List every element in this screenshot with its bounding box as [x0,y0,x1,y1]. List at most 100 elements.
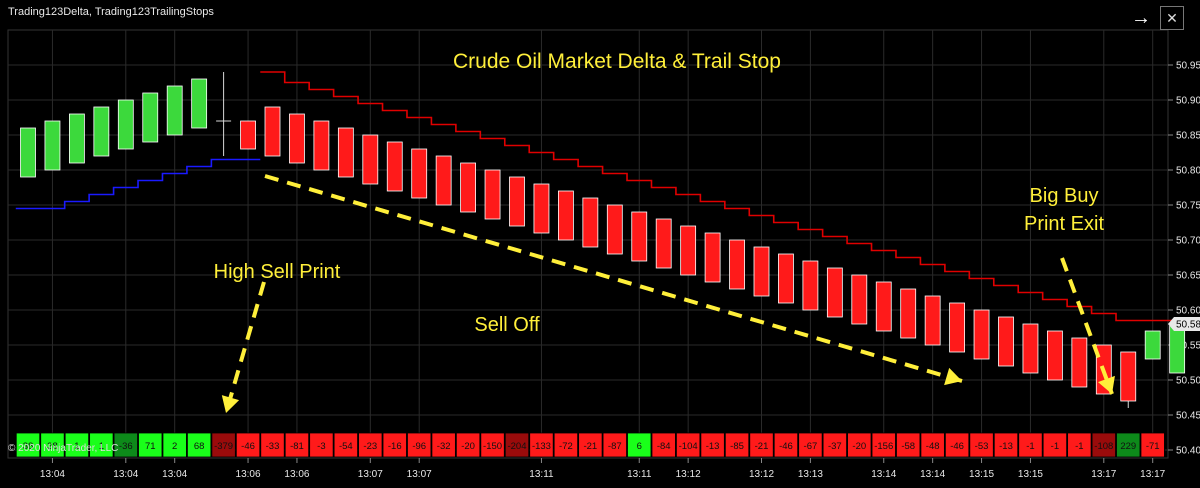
y-tick-label: 50.60 [1176,306,1200,317]
delta-cell [749,432,774,458]
delta-cell [1067,432,1092,458]
arrow-sell-off-head [944,367,962,386]
trail-stop-short-line [260,71,1190,322]
candle-down [435,155,452,206]
x-tick-label: 13:11 [627,469,652,480]
delta-value: -84 [657,441,671,452]
delta-value: -85 [730,441,744,452]
candle-up [142,92,159,143]
candle-down [704,232,721,283]
delta-value: -37 [828,441,842,452]
delta-value: -1 [1051,441,1059,452]
arrow-right-icon[interactable]: → [1131,7,1151,29]
delta-value: -33 [266,441,280,452]
delta-value: -21 [583,441,597,452]
delta-cell [187,432,212,458]
delta-value: 38 [23,441,34,452]
candle-down [778,253,794,304]
candle-down [509,176,525,227]
delta-cell [1091,432,1116,458]
candle-down [362,134,379,185]
delta-value: -81 [290,441,304,452]
plot-frame [7,29,1169,459]
candle-up [191,78,208,129]
delta-value: -32 [437,441,451,452]
x-tick-label: 13:13 [798,469,823,480]
arrow-big-buy [1060,257,1114,395]
candle-down [606,204,623,255]
candle-down [949,302,965,353]
delta-value: 2 [172,441,177,452]
arrow-big-buy-head [1098,375,1115,394]
candle-up [1169,323,1186,374]
delta-cell [920,432,945,458]
delta-cell [1116,432,1141,458]
delta-cell [651,432,676,458]
candle-down [655,218,672,269]
delta-cell [260,432,285,458]
delta-value: -36 [119,441,133,452]
delta-cell [896,432,921,458]
y-tick-label: 50.65 [1176,271,1200,282]
x-tick-label: 13:07 [358,469,383,480]
delta-cell [309,432,334,458]
candle-down [240,120,256,150]
delta-value: -46 [241,441,255,452]
delta-value: -67 [804,441,818,452]
x-tick-label: 13:11 [529,469,554,480]
delta-cell [211,432,236,458]
delta-cell [407,432,432,458]
delta-value: -108 [1094,441,1113,452]
x-tick-label: 13:17 [1091,469,1116,480]
annotation-label: Sell Off [474,314,540,336]
delta-value: -46 [950,441,964,452]
x-tick-label: 13:06 [284,469,309,480]
delta-cell [773,432,799,458]
delta-value: -54 [339,441,353,452]
y-tick-label: 50.80 [1176,166,1200,177]
x-tick-label: 13:12 [749,469,774,480]
delta-value: 1 [74,441,79,452]
candle-down [289,113,305,164]
delta-cell [529,432,554,458]
delta-value: -133 [532,441,551,452]
delta-value: -23 [363,441,377,452]
candle-up [44,120,61,171]
candle-down [582,197,599,248]
candle-down [460,162,477,213]
x-tick-label: 13:12 [676,469,701,480]
delta-cell [676,432,701,458]
candle-down [973,309,990,360]
delta-value: 1 [99,441,104,452]
delta-cell [113,432,138,458]
y-tick-label: 50.95 [1176,61,1200,72]
candle-down [680,225,697,276]
candle-down [337,127,354,178]
delta-cell [504,432,530,458]
trail-stop-long-line [15,158,261,210]
candle-up [117,99,134,150]
candle-down [729,239,745,290]
x-tick-label: 13:15 [969,469,994,480]
candle-down [484,169,501,220]
delta-cell [235,432,261,458]
y-tick-label: 50.70 [1176,236,1200,247]
delta-value: -1 [1075,441,1083,452]
candle-down [411,148,428,199]
delta-value: -71 [1146,441,1160,452]
close-icon[interactable]: ✕ [1160,6,1184,30]
candle-down [826,267,843,318]
delta-cell [724,432,750,458]
candle-down [386,141,403,192]
delta-cell [455,432,481,458]
delta-cell [1018,432,1043,458]
delta-value: -156 [874,441,893,452]
delta-cell [871,432,896,458]
candle-down [631,211,648,262]
delta-value: -13 [706,441,720,452]
candle-down [1047,330,1063,381]
delta-value: -48 [926,441,940,452]
candle-up [69,113,85,164]
